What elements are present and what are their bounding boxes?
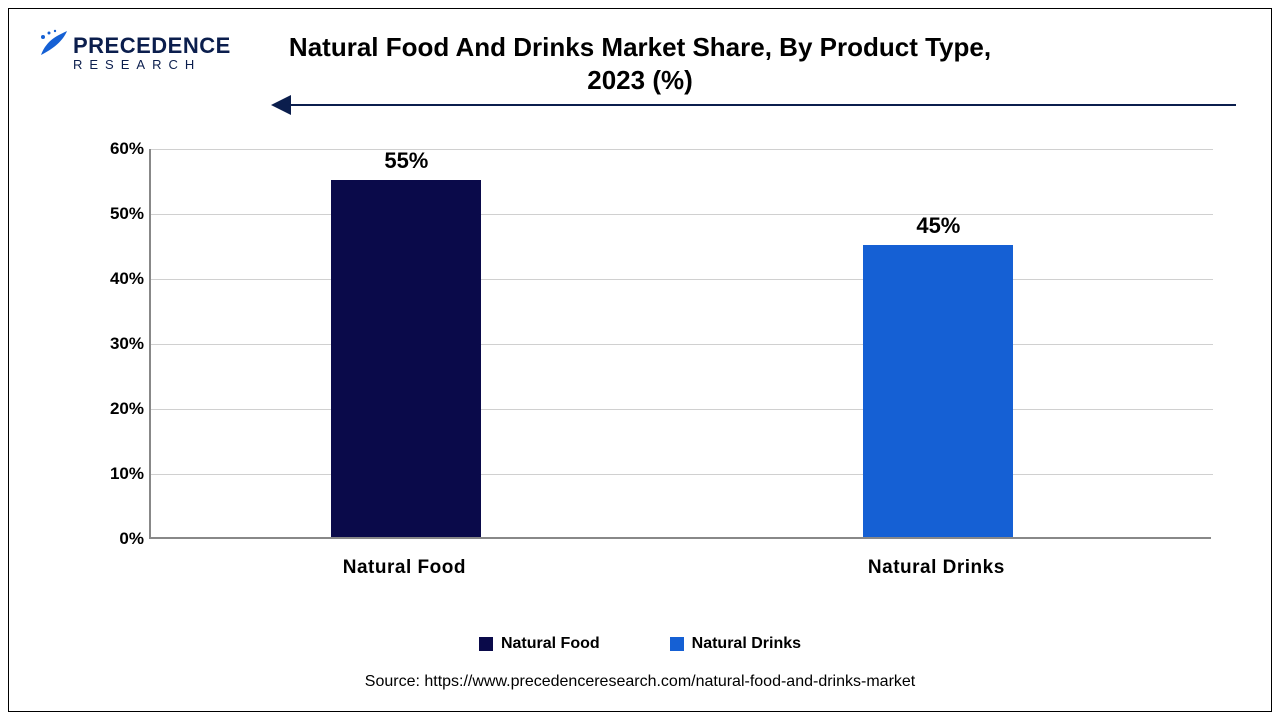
bar: 45% [863, 245, 1013, 538]
grid-line [151, 409, 1213, 410]
grid-line [151, 344, 1213, 345]
y-tick-label: 10% [89, 464, 144, 484]
decorative-arrow-line [284, 104, 1236, 106]
chart-title: Natural Food And Drinks Market Share, By… [9, 31, 1271, 96]
x-axis-label: Natural Drinks [836, 557, 1036, 579]
y-tick-label: 20% [89, 399, 144, 419]
legend-item: Natural Drinks [670, 635, 801, 653]
bar-chart: 55%45% 0%10%20%30%40%50%60% Natural Food… [89, 149, 1211, 589]
y-tick-label: 60% [89, 139, 144, 159]
decorative-arrow-head [271, 95, 291, 115]
bar: 55% [331, 180, 481, 538]
legend-label: Natural Food [501, 635, 600, 653]
y-tick-label: 40% [89, 269, 144, 289]
grid-line [151, 279, 1213, 280]
grid-line [151, 474, 1213, 475]
legend-swatch [670, 637, 684, 651]
y-tick-label: 30% [89, 334, 144, 354]
legend-label: Natural Drinks [692, 635, 801, 653]
chart-frame: PRECEDENCE RESEARCH Natural Food And Dri… [8, 8, 1272, 712]
x-axis-label: Natural Food [304, 557, 504, 579]
legend: Natural Food Natural Drinks [9, 635, 1271, 653]
grid-line [151, 214, 1213, 215]
y-tick-label: 0% [89, 529, 144, 549]
bar-value-label: 45% [916, 213, 960, 239]
legend-item: Natural Food [479, 635, 600, 653]
bar-value-label: 55% [384, 148, 428, 174]
source-line: Source: https://www.precedenceresearch.c… [9, 673, 1271, 691]
grid-line [151, 149, 1213, 150]
plot-area: 55% 45% [149, 149, 1211, 539]
legend-swatch [479, 637, 493, 651]
y-tick-label: 50% [89, 204, 144, 224]
